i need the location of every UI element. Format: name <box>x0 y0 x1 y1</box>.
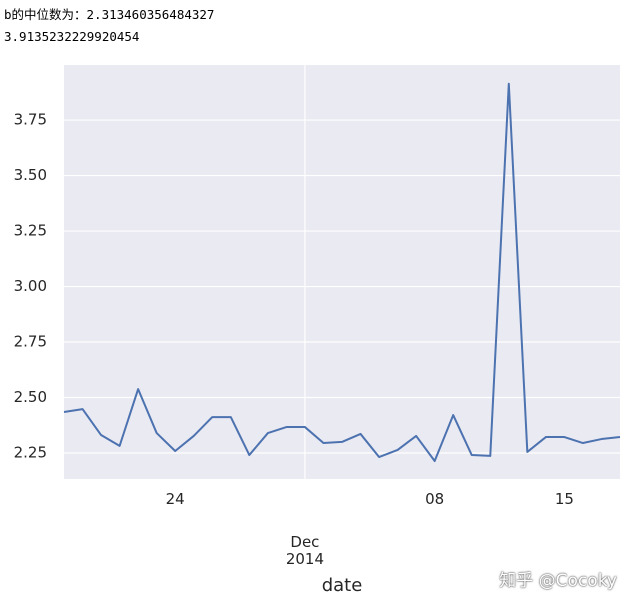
x-tick-label: 08 <box>425 490 445 508</box>
output-line: 3.9135232229920454 <box>4 29 140 44</box>
y-tick-label: 2.75 <box>14 333 47 351</box>
x-tick-label: 15 <box>554 490 574 508</box>
y-tick-label: 3.50 <box>14 166 47 184</box>
y-tick-label: 2.25 <box>14 444 47 462</box>
x-tick-label: 24 <box>165 490 185 508</box>
watermark: 知乎 @Cocoky <box>499 571 617 591</box>
plot-background <box>64 65 620 479</box>
y-tick-label: 3.75 <box>14 111 47 129</box>
x-axis-label: date <box>321 575 363 596</box>
y-tick-label: 3.00 <box>14 277 47 295</box>
y-tick-label: 2.50 <box>14 388 47 406</box>
y-tick-label: 3.25 <box>14 222 47 240</box>
output-line: b的中位数为：2.313460356484327 <box>4 7 215 22</box>
x-tick-label: Dec 2014 <box>285 533 325 568</box>
data-line <box>63 82 621 463</box>
